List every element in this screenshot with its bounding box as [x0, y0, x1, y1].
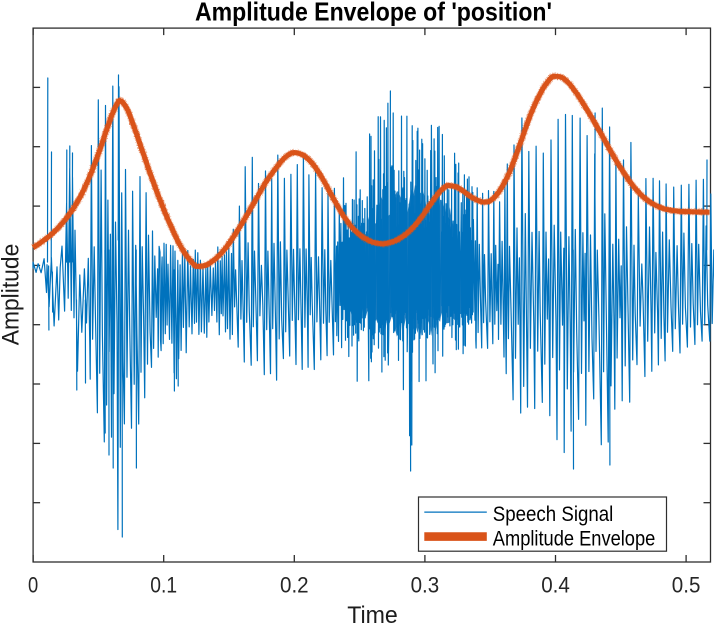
svg-text:0.5: 0.5	[672, 573, 701, 598]
svg-text:Amplitude Envelope: Amplitude Envelope	[493, 526, 656, 550]
svg-text:Amplitude: Amplitude	[0, 244, 25, 346]
svg-text:Time: Time	[347, 602, 398, 626]
svg-text:0.2: 0.2	[280, 573, 309, 598]
svg-text:0.3: 0.3	[411, 573, 440, 598]
svg-text:Speech Signal: Speech Signal	[493, 502, 614, 526]
svg-text:Amplitude Envelope of 'positio: Amplitude Envelope of 'position'	[195, 0, 552, 27]
svg-text:0.4: 0.4	[541, 573, 570, 598]
svg-text:0.1: 0.1	[150, 573, 177, 598]
svg-text:0: 0	[28, 573, 38, 598]
